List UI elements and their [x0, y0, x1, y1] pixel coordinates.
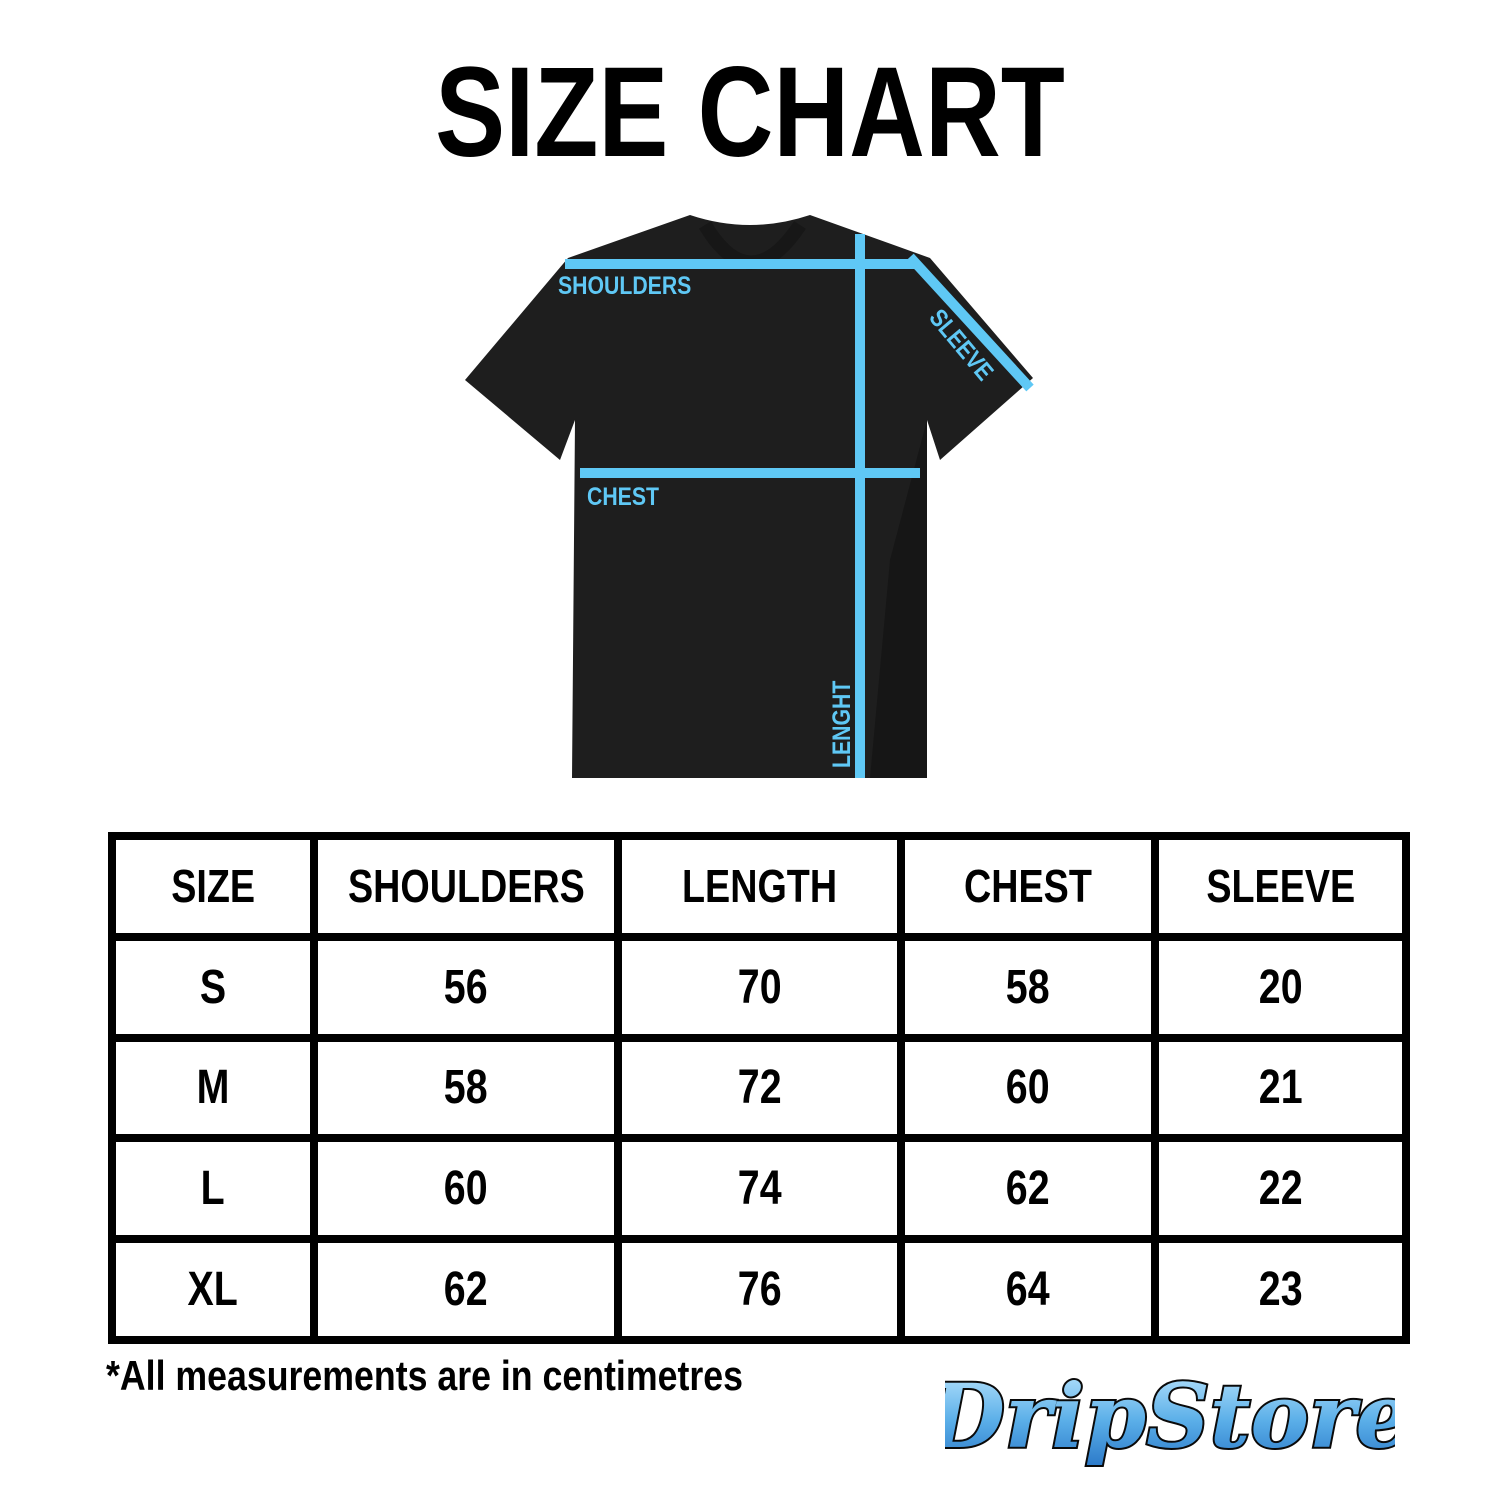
header-shoulders: SHOULDERS — [310, 832, 622, 941]
measurement-note: *All measurements are in centimetres — [106, 1352, 743, 1399]
cell: 58 — [310, 1033, 622, 1143]
cell: M — [108, 1033, 318, 1143]
svg-text:DripStore: DripStore — [945, 1364, 1395, 1468]
table-row: S 56 70 58 20 — [108, 932, 1410, 1042]
cell: 23 — [1151, 1235, 1410, 1344]
cell: 72 — [614, 1033, 905, 1143]
tshirt-shade — [870, 420, 927, 778]
cell: 60 — [897, 1033, 1159, 1143]
cell: 76 — [614, 1235, 905, 1344]
cell: 58 — [897, 932, 1159, 1042]
cell: 74 — [614, 1134, 905, 1244]
tshirt-diagram: SHOULDERS CHEST SLEEVE LENGHT — [465, 215, 1034, 778]
cell: 20 — [1151, 932, 1410, 1042]
table-row: L 60 74 62 22 — [108, 1134, 1410, 1244]
header-length: LENGTH — [614, 832, 905, 941]
table-row: M 58 72 60 21 — [108, 1033, 1410, 1143]
cell: S — [108, 932, 318, 1042]
cell: 22 — [1151, 1134, 1410, 1244]
cell: 21 — [1151, 1033, 1410, 1143]
cell: 64 — [897, 1235, 1159, 1344]
page-title: SIZE CHART — [435, 41, 1065, 184]
cell: XL — [108, 1235, 318, 1344]
header-chest: CHEST — [897, 832, 1159, 941]
cell: 70 — [614, 932, 905, 1042]
header-size: SIZE — [108, 832, 318, 941]
table-row: XL 62 76 64 23 — [108, 1235, 1410, 1344]
table-header-row: SIZE SHOULDERS LENGTH CHEST SLEEVE — [108, 832, 1410, 941]
sleeve-line — [906, 253, 1034, 392]
header-sleeve: SLEEVE — [1151, 832, 1410, 941]
cell: 56 — [310, 932, 622, 1042]
shoulders-label: SHOULDERS — [558, 271, 691, 299]
length-label: LENGHT — [827, 681, 855, 768]
size-table: SIZE SHOULDERS LENGTH CHEST SLEEVE S 56 … — [108, 832, 1410, 1344]
cell: 60 — [310, 1134, 622, 1244]
cell: L — [108, 1134, 318, 1244]
dripstore-logo: DripStore — [945, 1362, 1395, 1470]
cell: 62 — [897, 1134, 1159, 1244]
chest-label: CHEST — [587, 482, 659, 510]
cell: 62 — [310, 1235, 622, 1344]
measure-lines — [565, 234, 1034, 778]
